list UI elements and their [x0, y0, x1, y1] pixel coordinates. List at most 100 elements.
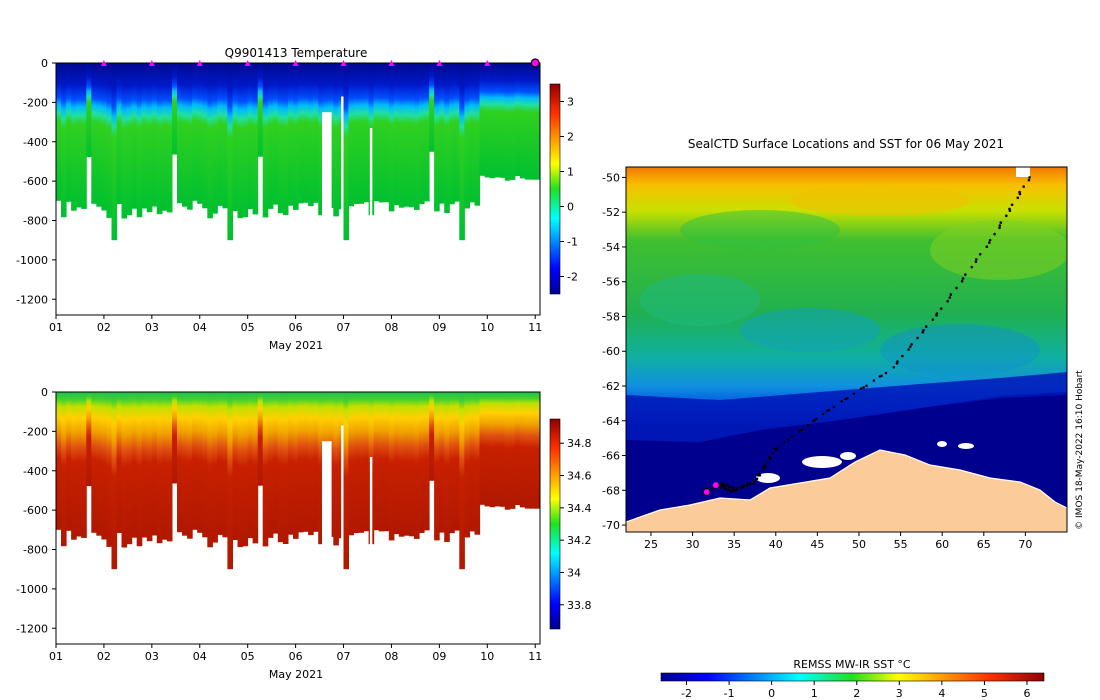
track-point: [935, 314, 938, 317]
profile-column: [86, 392, 92, 487]
profile-column: [348, 392, 354, 536]
profile-column: [348, 63, 354, 207]
track-point: [1018, 192, 1022, 196]
colorbar-tick-label: 34.2: [567, 534, 592, 547]
data-gap: [369, 128, 373, 315]
x-tick-label: 04: [193, 321, 207, 334]
profile-column: [293, 392, 299, 539]
profile-column: [333, 63, 339, 217]
track-point: [769, 457, 772, 461]
sst-field: [626, 167, 1067, 532]
profile-column: [454, 63, 460, 202]
track-point: [924, 325, 928, 328]
profile-column: [96, 63, 102, 207]
y-tick-label: -600: [23, 175, 48, 188]
track-point: [901, 354, 904, 358]
track-point: [961, 277, 965, 280]
profile-column: [177, 392, 183, 533]
sst-patch: [790, 184, 970, 216]
profile-column: [429, 392, 435, 481]
profile-column: [524, 63, 531, 180]
track-point: [764, 462, 768, 465]
profile-markers: [100, 58, 540, 68]
profile-column: [459, 63, 465, 241]
salinity-x-axis: 01 02 03 04 05 06 07 08 09 10 11: [49, 644, 542, 663]
lon-tick-label: 40: [769, 538, 783, 551]
data-gap: [341, 425, 344, 644]
y-tick-label: 0: [41, 57, 48, 70]
profile-column: [156, 392, 163, 544]
sst-tick-label: -1: [724, 687, 735, 700]
profile-column: [469, 392, 475, 532]
profile-column: [308, 392, 314, 536]
profile-column: [282, 392, 289, 544]
profile-column: [121, 392, 128, 548]
profile-column: [383, 63, 390, 203]
profile-column: [363, 392, 370, 532]
profile-column: [474, 392, 481, 535]
track-point: [859, 387, 863, 390]
track-point: [948, 296, 952, 299]
profile-column: [408, 63, 415, 208]
sst-tick-label: 2: [853, 687, 860, 700]
track-point: [726, 488, 730, 492]
profile-column: [101, 63, 107, 211]
colorbar-tick-label: -2: [567, 271, 578, 284]
data-gap: [341, 96, 344, 315]
cold-band: [626, 372, 1067, 442]
profile-column: [403, 63, 410, 207]
profile-column: [504, 392, 511, 510]
profile-column: [358, 392, 365, 533]
profile-column: [403, 392, 410, 536]
profile-column: [232, 392, 239, 540]
sst-tick-label: 5: [981, 687, 988, 700]
track-point: [878, 375, 882, 378]
profile-column: [378, 63, 385, 203]
profile-column: [237, 63, 244, 219]
profile-column: [489, 63, 496, 179]
salinity-y-axis: 0 -200 -400 -600 -800 -1000 -1200: [16, 386, 56, 635]
x-tick-label: 03: [145, 321, 159, 334]
profile-column: [459, 392, 465, 570]
track-point: [763, 465, 767, 468]
track-point: [975, 258, 978, 261]
track-point: [964, 273, 967, 276]
profile-marker: [196, 60, 203, 66]
colorbar-tick-label: 1: [567, 166, 574, 179]
profile-column: [474, 63, 481, 206]
track-point: [998, 224, 1002, 227]
profile-column: [242, 392, 249, 547]
profile-column: [272, 63, 279, 205]
profile-column: [343, 392, 349, 570]
profile-column: [469, 63, 475, 203]
y-tick-label: -1000: [16, 254, 48, 267]
profile-column: [464, 63, 470, 209]
profile-column: [313, 63, 319, 203]
x-tick-label: 08: [384, 321, 398, 334]
track-point: [865, 384, 868, 388]
track-point: [812, 419, 815, 423]
profile-column: [434, 63, 440, 212]
profile-column: [398, 392, 405, 537]
sst-tick-label: 0: [768, 687, 775, 700]
colorbar-tick-label: 33.8: [567, 599, 592, 612]
lat-tick-label: -50: [602, 171, 620, 184]
profile-column: [262, 392, 269, 547]
profile-column: [262, 63, 269, 218]
profile-column: [56, 63, 62, 201]
profile-column: [424, 63, 430, 202]
x-tick-label: 11: [528, 650, 542, 663]
track-point: [988, 238, 992, 242]
profile-column: [282, 63, 289, 215]
profile-column: [212, 63, 218, 214]
lon-tick-label: 60: [935, 538, 949, 551]
profile-column: [363, 63, 370, 203]
x-tick-label: 07: [337, 321, 351, 334]
profile-column: [111, 63, 118, 241]
profile-column: [383, 392, 390, 532]
profile-column: [212, 392, 218, 543]
x-tick-label: 05: [241, 321, 255, 334]
profile-column: [454, 392, 460, 531]
profile-marker: [436, 60, 443, 66]
